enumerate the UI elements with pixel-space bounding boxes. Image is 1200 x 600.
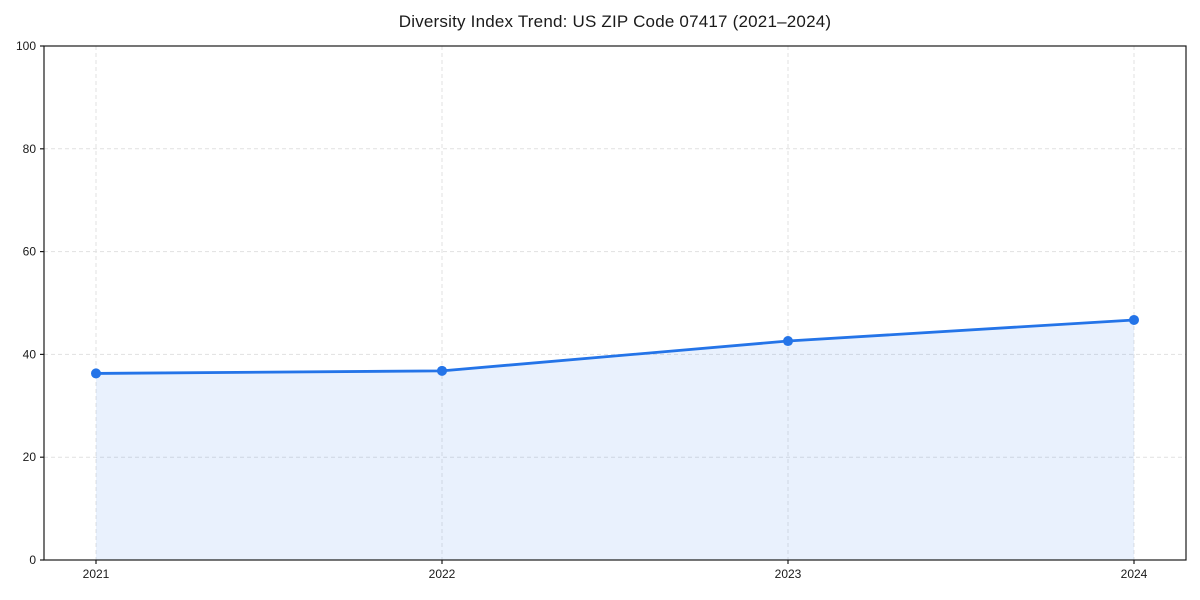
y-tick-label: 80 xyxy=(23,142,37,156)
y-tick-label: 100 xyxy=(16,39,36,53)
data-point-2024 xyxy=(1129,314,1139,325)
data-point-2023 xyxy=(783,336,793,347)
y-tick-label: 60 xyxy=(23,245,37,259)
chart-title: Diversity Index Trend: US ZIP Code 07417… xyxy=(398,12,832,31)
data-point-2021 xyxy=(91,368,101,379)
y-tick-label: 40 xyxy=(23,347,37,361)
x-tick-label: 2021 xyxy=(83,567,110,581)
trend-line xyxy=(94,318,1136,375)
x-tick-label: 2024 xyxy=(1121,567,1148,581)
area-fill xyxy=(96,319,1134,560)
data-point-2022 xyxy=(437,365,447,376)
y-tick-label: 20 xyxy=(23,450,37,464)
x-tick-label: 2022 xyxy=(429,567,456,581)
x-tick-label: 2023 xyxy=(775,567,802,581)
y-tick-label: 0 xyxy=(29,553,36,567)
plot-border xyxy=(43,45,1187,561)
